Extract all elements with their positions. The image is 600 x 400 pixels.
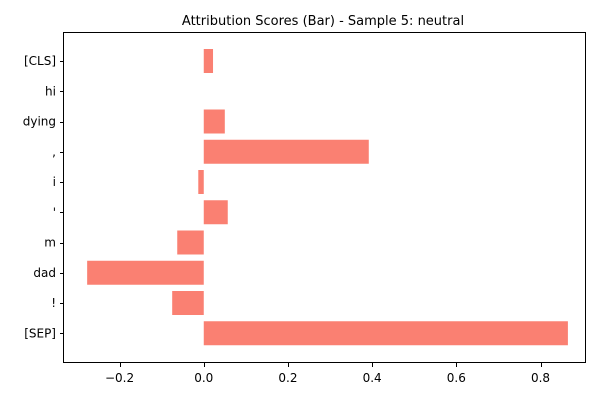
y-tick-label: ' xyxy=(53,205,56,219)
chart-title: Attribution Scores (Bar) - Sample 5: neu… xyxy=(182,14,464,29)
x-tick-label: 0.6 xyxy=(447,371,466,385)
y-tick-label: hi xyxy=(45,84,56,98)
y-axis-ticks: [CLS] hi dying, i ' m dad! [SEP] xyxy=(23,54,64,340)
bar-9 xyxy=(203,321,568,346)
y-tick-label: dying xyxy=(23,115,56,129)
y-tick-label: , xyxy=(52,145,56,159)
y-tick-label: [CLS] xyxy=(24,54,56,68)
y-tick-label: ! xyxy=(51,296,56,310)
bar-6 xyxy=(177,230,204,255)
bar-4 xyxy=(198,170,204,194)
bars-layer xyxy=(87,49,568,346)
x-tick-label: 0.2 xyxy=(278,371,297,385)
y-tick-label: [SEP] xyxy=(24,326,56,340)
bar-0 xyxy=(203,49,214,73)
y-tick-label: dad xyxy=(33,266,56,280)
x-axis-ticks: −0.2 0.0 0.2 0.4 0.6 0.8 xyxy=(105,363,550,385)
bar-3 xyxy=(203,139,369,164)
plot-frame xyxy=(63,32,586,363)
x-tick-label: −0.2 xyxy=(105,371,134,385)
x-tick-label: 0.0 xyxy=(194,371,213,385)
bar-5 xyxy=(203,200,228,225)
bar-2 xyxy=(203,109,225,134)
x-tick-label: 0.8 xyxy=(531,371,550,385)
bar-8 xyxy=(172,291,204,315)
y-tick-label: i xyxy=(53,175,56,189)
y-tick-label: m xyxy=(44,236,56,250)
bar-7 xyxy=(87,260,204,285)
x-tick-label: 0.4 xyxy=(363,371,382,385)
